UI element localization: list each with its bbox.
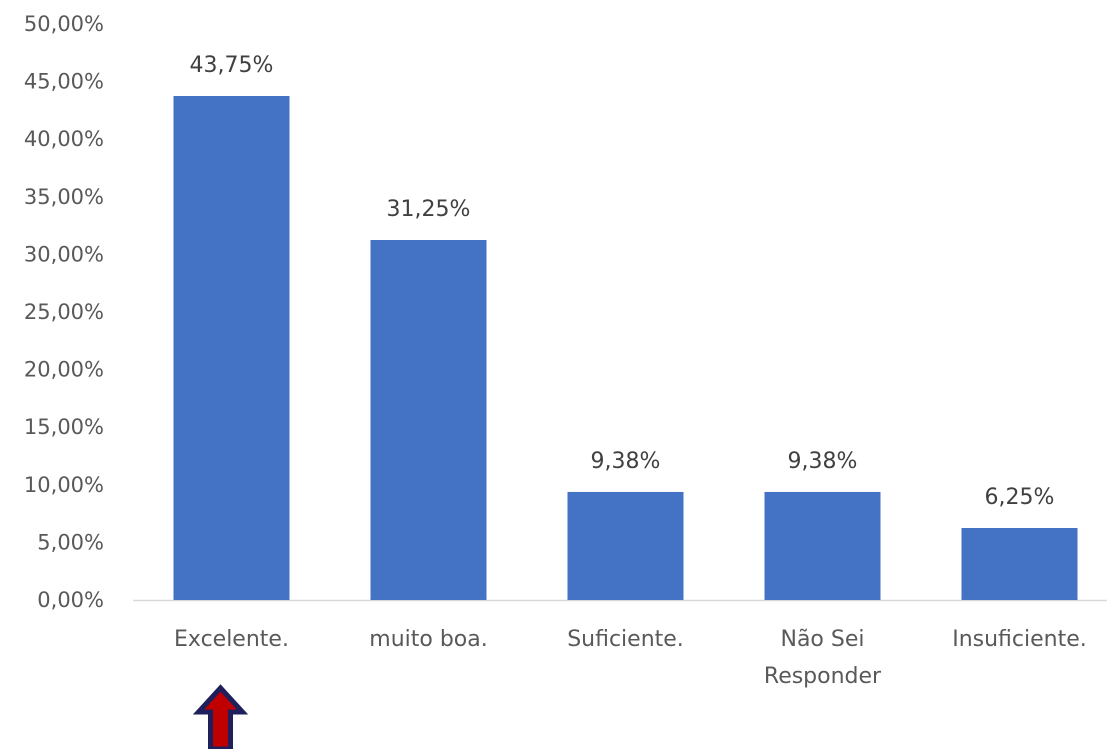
bars — [173, 96, 1078, 600]
data-label: 9,38% — [591, 449, 661, 474]
y-tick-label: 30,00% — [24, 242, 104, 266]
y-tick-label: 35,00% — [24, 185, 104, 209]
y-axis-tick-labels: 0,00% 5,00% 10,00% 15,00% 20,00% 25,00% 30,00%… — [24, 12, 104, 612]
bar — [764, 491, 881, 600]
up-arrow-icon — [192, 684, 249, 749]
highlight-arrow — [192, 684, 249, 749]
y-tick-label: 5,00% — [37, 530, 104, 554]
y-tick-label: 45,00% — [24, 70, 104, 94]
data-label: 31,25% — [387, 197, 471, 222]
y-tick-label: 40,00% — [24, 127, 104, 151]
category-label: Excelente. — [174, 627, 289, 652]
y-tick-label: 25,00% — [24, 300, 104, 324]
bar — [567, 491, 684, 600]
y-tick-label: 15,00% — [24, 415, 104, 439]
category-label: muito boa. — [369, 627, 487, 652]
y-tick-label: 10,00% — [24, 473, 104, 497]
data-label: 9,38% — [788, 449, 858, 474]
category-label: Insuficiente. — [952, 627, 1087, 652]
data-labels: 43,75% 31,25% 9,38% 9,38% 6,25% — [190, 53, 1055, 510]
data-label: 6,25% — [985, 485, 1055, 510]
category-labels: Excelente. muito boa. Suficiente. Não Sei Re… — [174, 627, 1087, 689]
bar — [370, 240, 487, 600]
y-tick-label: 50,00% — [24, 12, 104, 36]
bar — [173, 96, 290, 600]
y-tick-label: 0,00% — [37, 588, 104, 612]
category-label: Não Sei Responder — [764, 627, 882, 689]
y-tick-label: 20,00% — [24, 358, 104, 382]
category-label: Suficiente. — [567, 627, 684, 652]
bar — [961, 528, 1078, 600]
data-label: 43,75% — [190, 53, 274, 78]
